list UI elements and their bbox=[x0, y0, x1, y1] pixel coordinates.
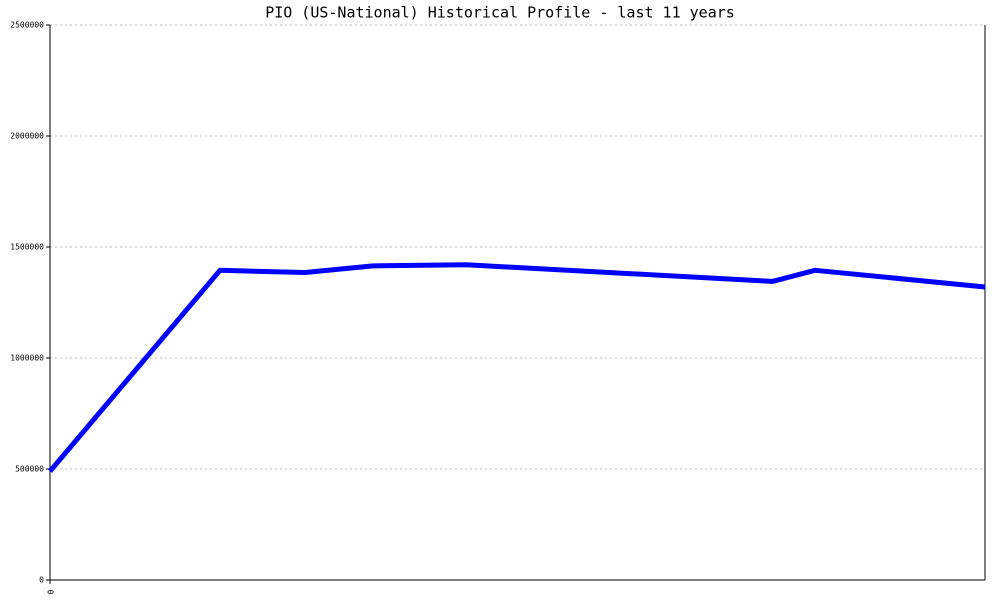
data-line bbox=[48, 262, 986, 473]
x-tick-label: 0 bbox=[46, 590, 55, 595]
y-tick-label: 1500000 bbox=[10, 243, 44, 252]
y-tick-label: 0 bbox=[39, 576, 44, 585]
y-tick-label: 1000000 bbox=[10, 354, 44, 363]
y-tick-label: 2500000 bbox=[10, 21, 44, 30]
chart-title: PIO (US-National) Historical Profile - l… bbox=[265, 4, 735, 22]
y-tick-label: 500000 bbox=[15, 465, 44, 474]
y-tick-label: 2000000 bbox=[10, 132, 44, 141]
